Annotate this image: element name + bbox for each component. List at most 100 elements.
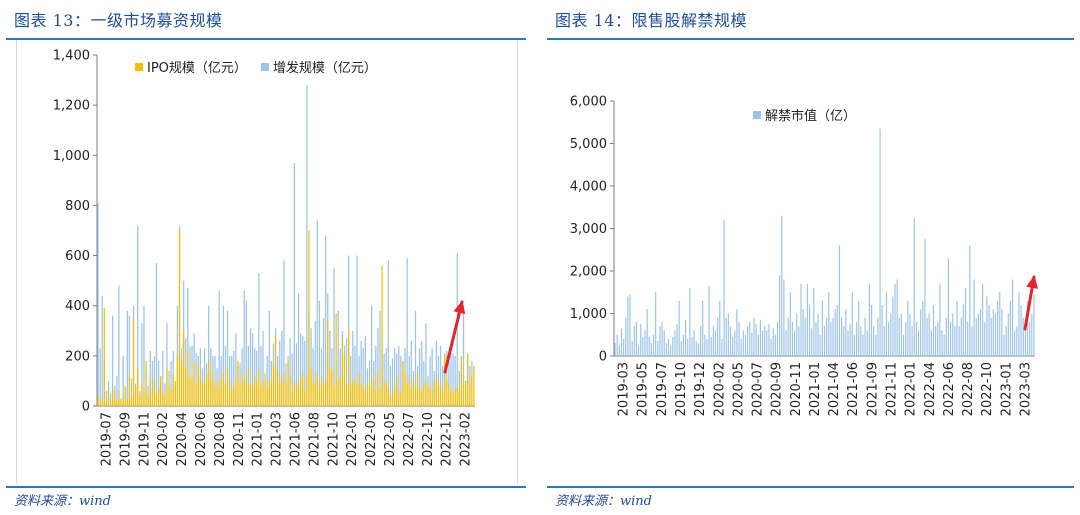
bar-addon bbox=[410, 340, 412, 406]
bar-addon bbox=[195, 353, 197, 406]
x-tick-label: 2023-02 bbox=[459, 412, 474, 466]
bar-unlock bbox=[808, 305, 811, 356]
bar-ipo bbox=[231, 390, 233, 406]
bar-ipo bbox=[279, 383, 281, 406]
bar-ipo bbox=[339, 375, 341, 406]
bar-addon bbox=[310, 328, 312, 406]
bar-unlock bbox=[997, 300, 999, 356]
bar-unlock bbox=[746, 326, 749, 356]
bar-ipo bbox=[224, 383, 227, 406]
bar-ipo bbox=[425, 380, 427, 406]
bar-unlock bbox=[627, 296, 629, 356]
bar-unlock bbox=[667, 339, 670, 356]
bar-unlock bbox=[930, 330, 932, 356]
bar-ipo bbox=[99, 400, 101, 406]
bar-addon bbox=[101, 295, 103, 406]
bar-addon bbox=[337, 310, 339, 406]
bar-ipo bbox=[385, 380, 387, 406]
bar-ipo bbox=[341, 338, 344, 406]
x-tick-label: 2021-03 bbox=[270, 412, 285, 466]
bar-addon bbox=[141, 323, 143, 406]
bar-unlock bbox=[640, 324, 642, 357]
bar-addon bbox=[429, 355, 431, 406]
bar-unlock bbox=[915, 322, 917, 356]
bar-addon bbox=[214, 355, 216, 406]
bar-addon bbox=[312, 348, 314, 406]
bar-ipo bbox=[287, 360, 289, 406]
bar-ipo bbox=[180, 360, 183, 406]
bar-unlock bbox=[663, 330, 665, 356]
x-tick-label: 2019-07 bbox=[655, 362, 670, 416]
bar-addon bbox=[122, 355, 124, 406]
bar-ipo bbox=[151, 390, 153, 406]
bar-addon bbox=[318, 300, 321, 406]
bar-unlock bbox=[712, 326, 714, 356]
bar-ipo bbox=[444, 353, 446, 406]
bar-ipo bbox=[124, 385, 126, 406]
bar-unlock bbox=[945, 317, 947, 356]
bar-ipo bbox=[247, 368, 250, 406]
bar-ipo bbox=[237, 360, 239, 406]
bar-ipo bbox=[469, 385, 471, 406]
bar-addon bbox=[442, 365, 444, 406]
bar-addon bbox=[151, 360, 153, 406]
bar-ipo bbox=[335, 313, 337, 406]
bar-unlock bbox=[706, 339, 708, 356]
bar-addon bbox=[256, 350, 258, 406]
bar-unlock bbox=[913, 217, 915, 357]
bar-addon bbox=[260, 345, 262, 406]
bar-ipo bbox=[393, 385, 396, 406]
bar-unlock bbox=[646, 309, 648, 356]
bar-ipo bbox=[274, 335, 277, 406]
x-tick-label: 2019-03 bbox=[617, 362, 632, 416]
bar-unlock bbox=[952, 313, 954, 356]
bar-unlock bbox=[811, 328, 813, 357]
bar-unlock bbox=[858, 300, 860, 356]
bar-unlock bbox=[992, 309, 994, 356]
bar-unlock bbox=[841, 317, 843, 356]
bar-addon bbox=[210, 348, 212, 406]
bar-ipo bbox=[421, 390, 423, 406]
bar-unlock bbox=[625, 317, 627, 356]
bar-unlock bbox=[650, 343, 652, 356]
bar-addon bbox=[126, 310, 128, 406]
bar-unlock bbox=[873, 326, 875, 356]
bar-addon bbox=[350, 355, 352, 406]
bar-ipo bbox=[116, 400, 118, 406]
bar-unlock bbox=[742, 330, 744, 356]
bar-unlock bbox=[999, 292, 1001, 356]
bar-addon bbox=[371, 305, 373, 406]
bar-addon bbox=[258, 273, 260, 406]
bar-ipo bbox=[308, 230, 310, 406]
bar-unlock bbox=[759, 319, 761, 357]
bar-unlock bbox=[687, 339, 689, 356]
bar-addon bbox=[306, 85, 308, 406]
bar-ipo bbox=[251, 385, 254, 406]
bar-unlock bbox=[717, 317, 719, 356]
bar-ipo bbox=[132, 318, 135, 406]
bar-unlock bbox=[740, 339, 742, 356]
bar-unlock bbox=[672, 336, 674, 357]
bar-ipo bbox=[277, 370, 279, 406]
bar-ipo bbox=[360, 383, 362, 406]
bar-addon bbox=[295, 343, 298, 406]
bar-ipo bbox=[120, 399, 122, 406]
bar-ipo bbox=[398, 393, 400, 406]
bar-addon bbox=[249, 328, 252, 406]
bar-ipo bbox=[157, 388, 160, 406]
x-tick-label: 2020-07 bbox=[751, 362, 766, 416]
bar-unlock bbox=[793, 330, 796, 356]
bar-ipo bbox=[201, 380, 204, 406]
bar-addon bbox=[356, 255, 358, 406]
bar-unlock bbox=[939, 283, 941, 356]
bar-addon bbox=[446, 350, 448, 406]
bar-ipo bbox=[396, 375, 398, 406]
bar-addon bbox=[387, 260, 389, 406]
bar-unlock bbox=[631, 341, 633, 357]
bar-ipo bbox=[448, 383, 450, 406]
bar-addon bbox=[291, 353, 293, 406]
bar-ipo bbox=[220, 378, 222, 406]
bar-unlock bbox=[1001, 309, 1003, 356]
bar-unlock bbox=[962, 305, 964, 356]
bar-addon bbox=[208, 305, 210, 406]
